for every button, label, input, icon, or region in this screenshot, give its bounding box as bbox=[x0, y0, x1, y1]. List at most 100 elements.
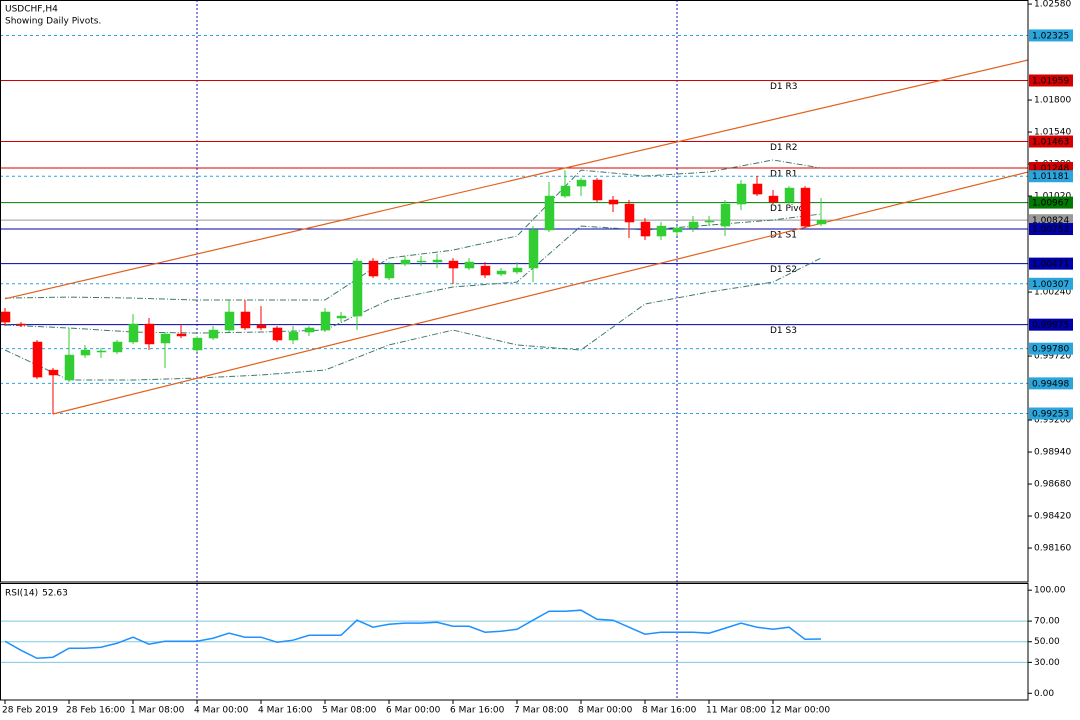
rsi-line bbox=[4, 609, 822, 660]
candle-body bbox=[576, 179, 587, 187]
x-tick-label: 6 Mar 16:00 bbox=[450, 706, 505, 716]
level-name: D1 S1 bbox=[770, 231, 797, 241]
y-tick-label: 1.02580 bbox=[1034, 0, 1071, 10]
x-tick-label: 7 Mar 08:00 bbox=[514, 706, 569, 716]
candle-body bbox=[0, 311, 11, 323]
x-tick-label: 4 Mar 00:00 bbox=[194, 706, 249, 716]
level-tag-label: 0.99253 bbox=[1032, 410, 1069, 420]
chart-subtitle: Showing Daily Pivots. bbox=[5, 17, 101, 27]
candle-body bbox=[816, 219, 827, 225]
y-tick-label: 0.98420 bbox=[1034, 512, 1071, 522]
x-tick-label: 8 Mar 00:00 bbox=[578, 706, 633, 716]
trendline bbox=[4, 59, 1028, 300]
level-tag-label: 1.01248 bbox=[1032, 164, 1069, 174]
level-tag-label: 1.00752 bbox=[1032, 225, 1069, 235]
price-frame bbox=[0, 0, 1029, 583]
candle-body bbox=[512, 267, 523, 273]
rsi-title: RSI(14) bbox=[5, 589, 38, 599]
level-tag bbox=[1029, 29, 1073, 42]
candle-body bbox=[272, 327, 283, 341]
level-name: D1 R3 bbox=[770, 82, 798, 92]
level-tag-label: 0.99780 bbox=[1032, 345, 1069, 355]
candle-body bbox=[448, 260, 459, 269]
candle-body bbox=[688, 221, 699, 229]
candle-body bbox=[416, 260, 427, 263]
candle-body bbox=[544, 195, 555, 231]
x-tick-label: 28 Feb 16:00 bbox=[66, 706, 125, 716]
level-tag bbox=[1029, 277, 1073, 290]
level-tag bbox=[1029, 318, 1073, 331]
level-tag-label: 1.02325 bbox=[1032, 31, 1069, 41]
band-lower bbox=[4, 257, 822, 381]
candle-body bbox=[704, 220, 715, 223]
candle-body bbox=[352, 260, 363, 317]
level-tag bbox=[1029, 342, 1073, 355]
candle-body bbox=[288, 331, 299, 341]
level-name: D1 S3 bbox=[770, 326, 797, 336]
candle-body bbox=[400, 259, 411, 265]
candle-body bbox=[432, 259, 443, 263]
y-tick-label: 1.01020 bbox=[1034, 192, 1071, 202]
candle-body bbox=[32, 341, 43, 378]
rsi-tick-label: 100.00 bbox=[1034, 586, 1066, 596]
level-name: D1 Pivot bbox=[770, 204, 808, 214]
candle-body bbox=[752, 183, 763, 195]
level-tag bbox=[1029, 223, 1073, 236]
level-tag-label: 0.99498 bbox=[1032, 379, 1069, 389]
level-name: D1 R1 bbox=[770, 169, 798, 179]
candle-body bbox=[672, 227, 683, 233]
level-tag-label: 0.99975 bbox=[1032, 321, 1069, 331]
y-tick-label: 0.98940 bbox=[1034, 448, 1071, 458]
price-panel: D1 R3 D1 R2 D1 R1 D1 Pivot D1 S1 D1 S2 D1 S3 bbox=[0, 0, 1028, 582]
candle-body bbox=[528, 229, 539, 269]
candle-body bbox=[112, 341, 123, 353]
rsi-panel bbox=[0, 584, 1028, 700]
candle-body bbox=[96, 350, 107, 353]
level-tag bbox=[1029, 377, 1073, 390]
candle-body bbox=[176, 333, 187, 337]
candle-body bbox=[192, 337, 203, 351]
candle-body bbox=[656, 225, 667, 237]
y-tick-label: 0.98160 bbox=[1034, 544, 1071, 554]
x-tick-label: 11 Mar 08:00 bbox=[706, 706, 766, 716]
candle-body bbox=[800, 187, 811, 227]
candle-body bbox=[720, 203, 731, 227]
candle-body bbox=[256, 324, 267, 329]
candle-body bbox=[560, 185, 571, 197]
level-tag-label: 1.00307 bbox=[1032, 280, 1069, 290]
candle-body bbox=[784, 187, 795, 203]
candle-body bbox=[496, 270, 507, 275]
candle-body bbox=[128, 323, 139, 343]
y-tick-label: 1.01800 bbox=[1034, 96, 1071, 106]
rsi-tick-label: 50.00 bbox=[1034, 637, 1060, 647]
level-tag-label: 1.01959 bbox=[1032, 76, 1069, 86]
candle-body bbox=[208, 329, 219, 339]
x-tick-label: 6 Mar 00:00 bbox=[386, 706, 441, 716]
candle-body bbox=[160, 333, 171, 344]
level-tag bbox=[1029, 257, 1073, 270]
candle-body bbox=[608, 199, 619, 205]
candle-body bbox=[464, 261, 475, 269]
y-tick-label: 0.98680 bbox=[1034, 480, 1071, 490]
candle-body bbox=[144, 323, 155, 345]
y-tick-label: 0.99200 bbox=[1034, 416, 1071, 426]
candle-body bbox=[384, 263, 395, 279]
trendline bbox=[52, 171, 1028, 415]
candle-body bbox=[304, 327, 315, 333]
x-tick-label: 8 Mar 16:00 bbox=[642, 706, 697, 716]
rsi-frame bbox=[0, 583, 1029, 701]
candle-body bbox=[336, 315, 347, 319]
level-tag bbox=[1029, 196, 1073, 209]
y-tick-label: 1.00240 bbox=[1034, 288, 1071, 298]
candle-body bbox=[48, 369, 59, 376]
level-tag-label: 1.01463 bbox=[1032, 138, 1069, 148]
level-tag bbox=[1029, 170, 1073, 183]
y-tick-label: 1.01540 bbox=[1034, 128, 1071, 138]
candle-body bbox=[624, 203, 635, 223]
rsi-tick-label: 0.00 bbox=[1034, 689, 1054, 699]
level-tag bbox=[1029, 407, 1073, 420]
